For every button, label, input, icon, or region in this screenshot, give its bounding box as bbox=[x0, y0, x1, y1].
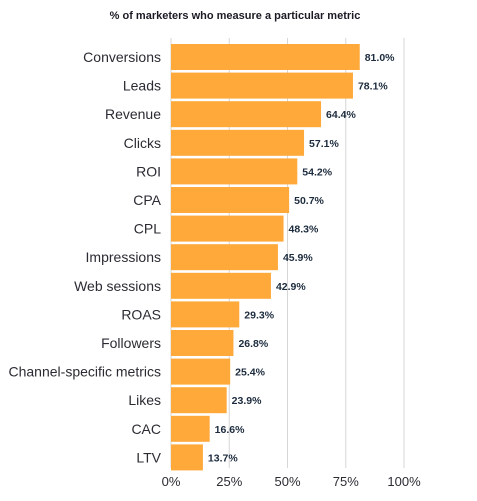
value-labels: 81.0% 78.1% 64.4% 57.1% 54.2% 50.7% 48.3% 45.9%… bbox=[208, 52, 395, 464]
x-axis-tick-labels: 0% 25% 50% 75% 100% bbox=[162, 474, 421, 489]
bar bbox=[171, 129, 305, 156]
bar bbox=[171, 415, 210, 442]
category-label: Leads bbox=[123, 78, 161, 94]
value-label: 64.4% bbox=[326, 109, 356, 121]
value-label: 45.9% bbox=[283, 252, 313, 264]
bar bbox=[171, 44, 360, 70]
bar bbox=[171, 330, 234, 356]
x-tick-label: 50% bbox=[274, 474, 300, 489]
bar bbox=[171, 72, 353, 99]
category-label: Impressions bbox=[86, 249, 161, 265]
value-label: 57.1% bbox=[309, 138, 339, 150]
chart-title: % of marketers who measure a particular … bbox=[110, 10, 361, 22]
category-label: ROI bbox=[136, 163, 161, 179]
category-label: CAC bbox=[131, 421, 161, 437]
x-tick-label: 0% bbox=[162, 474, 181, 489]
x-tick-label: 25% bbox=[216, 474, 242, 489]
bar bbox=[171, 215, 284, 242]
value-label: 42.9% bbox=[276, 281, 306, 293]
category-label: Followers bbox=[101, 335, 161, 351]
category-label: LTV bbox=[136, 449, 161, 465]
category-label: Channel-specific metrics bbox=[9, 364, 162, 380]
bar bbox=[171, 158, 298, 185]
value-label: 78.1% bbox=[358, 81, 388, 93]
category-label: CPA bbox=[133, 192, 161, 208]
bar bbox=[171, 387, 227, 414]
value-label: 54.2% bbox=[302, 166, 332, 178]
category-label: Clicks bbox=[124, 135, 161, 151]
bar bbox=[171, 358, 231, 385]
value-label: 26.8% bbox=[238, 338, 268, 350]
category-labels: Conversions Leads Revenue Clicks ROI CPA CPL Im… bbox=[9, 49, 162, 465]
category-label: ROAS bbox=[121, 306, 161, 322]
bar bbox=[171, 187, 290, 213]
value-label: 50.7% bbox=[294, 195, 324, 207]
category-label: Likes bbox=[128, 392, 161, 408]
category-label: CPL bbox=[134, 221, 161, 237]
bar bbox=[171, 272, 271, 299]
x-tick-label: 100% bbox=[387, 474, 421, 489]
value-label: 81.0% bbox=[365, 52, 395, 64]
value-label: 16.6% bbox=[215, 424, 245, 436]
bar bbox=[171, 301, 240, 328]
bar bbox=[171, 244, 278, 271]
bar bbox=[171, 101, 322, 128]
x-tick-label: 75% bbox=[333, 474, 359, 489]
value-label: 23.9% bbox=[232, 395, 262, 407]
category-label: Conversions bbox=[83, 49, 161, 65]
category-label: Revenue bbox=[105, 106, 161, 122]
value-label: 25.4% bbox=[235, 367, 265, 379]
bar bbox=[171, 444, 203, 471]
category-label: Web sessions bbox=[74, 278, 161, 294]
value-label: 13.7% bbox=[208, 452, 238, 464]
value-label: 48.3% bbox=[289, 224, 319, 236]
value-label: 29.3% bbox=[244, 309, 274, 321]
bars bbox=[171, 44, 360, 471]
